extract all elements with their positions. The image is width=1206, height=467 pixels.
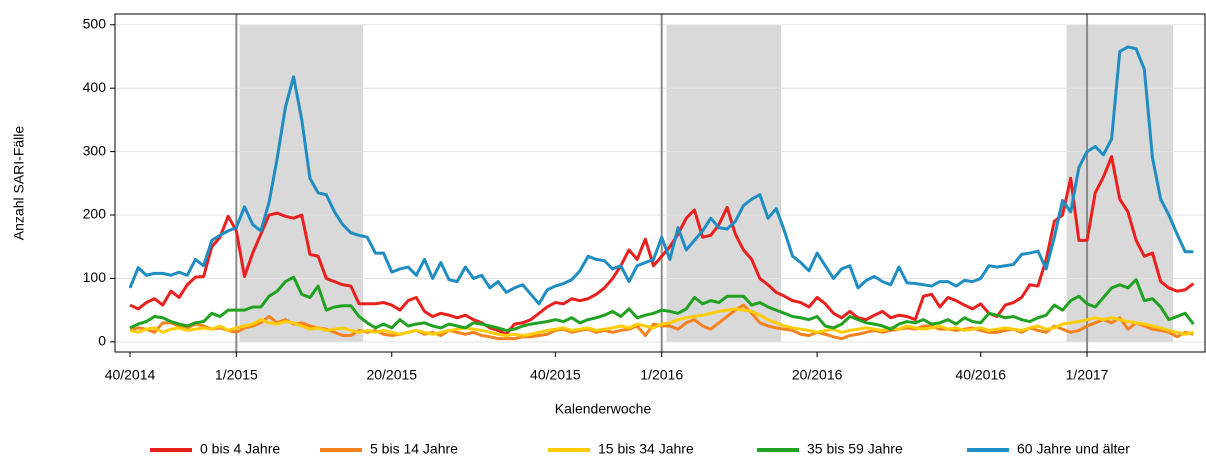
legend-label: 5 bis 14 Jahre: [370, 441, 458, 457]
y-tick-label: 200: [83, 206, 107, 222]
y-tick-label: 500: [83, 15, 107, 31]
season-band: [1066, 24, 1173, 342]
series-line: [129, 155, 1195, 336]
x-tick-label: 20/2015: [366, 367, 417, 383]
x-tick-label: 1/2015: [215, 367, 258, 383]
x-tick-label: 1/2017: [1066, 367, 1109, 383]
x-tick-label: 40/2016: [955, 367, 1006, 383]
series-line: [129, 307, 1194, 338]
legend-label: 0 bis 4 Jahre: [200, 441, 280, 457]
x-tick-label: 40/2015: [530, 367, 581, 383]
y-tick-label: 300: [83, 142, 107, 158]
y-tick-label: 100: [83, 269, 107, 285]
season-band: [239, 24, 364, 342]
x-axis-title: Kalenderwoche: [555, 401, 652, 417]
x-tick-label: 40/2014: [105, 367, 156, 383]
season-band: [666, 24, 782, 342]
legend-label: 15 bis 34 Jahre: [598, 441, 694, 457]
y-axis-title: Anzahl SARI-Fälle: [11, 126, 27, 241]
y-tick-label: 0: [98, 333, 106, 349]
series-line: [129, 275, 1195, 332]
legend-label: 60 Jahre und älter: [1017, 441, 1130, 457]
y-tick-label: 400: [83, 79, 107, 95]
series-line: [128, 45, 1194, 306]
plot-frame: [114, 13, 1206, 353]
x-tick-label: 20/2016: [792, 367, 843, 383]
legend-label: 35 bis 59 Jahre: [807, 441, 903, 457]
x-tick-label: 1/2016: [640, 367, 683, 383]
